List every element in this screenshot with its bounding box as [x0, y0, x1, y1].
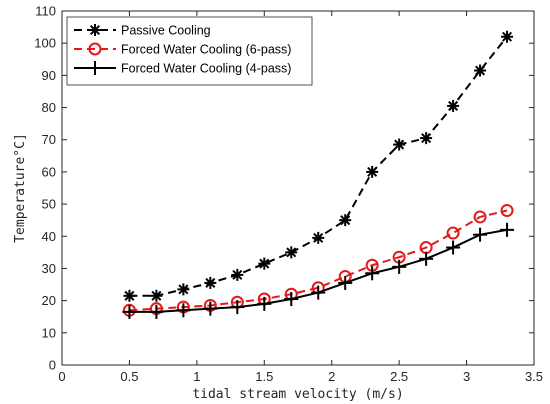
series-1-point	[204, 276, 217, 289]
series-3-point	[419, 251, 434, 266]
y-tick-label: 100	[34, 36, 56, 51]
y-tick-label: 20	[42, 293, 56, 308]
series-1-point	[177, 283, 190, 296]
series-3-point	[257, 296, 272, 311]
y-tick-label: 110	[35, 4, 56, 19]
series-1-point	[123, 289, 136, 302]
series-3-point	[311, 285, 326, 300]
x-tick-label: 0	[58, 369, 65, 384]
series-3-point	[149, 304, 164, 319]
series-1-point	[231, 268, 244, 281]
series-1-point	[339, 214, 352, 227]
y-tick-label: 40	[42, 229, 56, 244]
y-tick-label: 90	[42, 68, 56, 83]
tick-layer: 0 0.5 1 1.5 2 2.5 3 3.5 0 10 20 30 40 50 60 70 80 90 100 11…	[34, 4, 543, 385]
legend-marker-3	[88, 61, 102, 75]
y-tick-label: 30	[42, 261, 56, 276]
series-3-point	[338, 275, 353, 290]
series-3-point	[284, 292, 299, 307]
legend-marker-1	[89, 24, 101, 36]
y-axis-title: Temperature°C]	[13, 133, 28, 243]
series-3-point	[446, 240, 461, 255]
legend-label-1: Passive Cooling	[121, 24, 211, 38]
series-2-line	[129, 209, 508, 312]
y-tick-label: 0	[49, 358, 56, 373]
series-3-point	[500, 222, 515, 237]
series-1-point	[366, 165, 379, 178]
x-tick-label: 2.5	[390, 369, 408, 384]
series-1-point	[312, 231, 325, 244]
y-tick-label: 60	[42, 164, 56, 179]
x-tick-label: 3	[463, 369, 470, 384]
y-tick-label: 80	[42, 100, 56, 115]
x-axis-title: tidal stream velocity (m/s)	[192, 387, 403, 402]
series-1-point	[258, 257, 271, 270]
series-1-point	[447, 99, 460, 112]
series-2-point	[500, 204, 514, 218]
series-2-point	[446, 226, 460, 240]
series-2-point	[473, 210, 487, 224]
series-1-point	[393, 138, 406, 151]
axes-box	[61, 10, 535, 366]
y-tick-label: 70	[42, 132, 56, 147]
series-1	[123, 30, 514, 302]
x-tick-label: 1.5	[255, 369, 273, 384]
series-1-point	[501, 30, 514, 43]
series-layer	[122, 30, 515, 319]
series-1-point	[285, 246, 298, 259]
legend-box	[66, 16, 313, 86]
x-tick-label: 3.5	[525, 369, 543, 384]
series-3-point	[230, 300, 245, 315]
x-tick-label: 2	[328, 369, 335, 384]
x-tick-label: 1	[193, 369, 200, 384]
legend-marker-2	[88, 42, 102, 56]
legend-label-3: Forced Water Cooling (4-pass)	[121, 62, 291, 76]
y-tick-label: 50	[42, 197, 56, 212]
series-3-point	[203, 301, 218, 316]
y-tick-label: 10	[42, 325, 56, 340]
legend-label-2: Forced Water Cooling (6-pass)	[121, 43, 291, 57]
series-3-point	[176, 303, 191, 318]
series-3-point	[122, 304, 137, 319]
legend: Passive Cooling Forced Water Cooling (6-p…	[66, 16, 313, 86]
series-1-point	[420, 132, 433, 145]
series-3	[122, 222, 515, 319]
series-1-point	[474, 64, 487, 77]
series-3-point	[365, 266, 380, 281]
series-3-point	[392, 259, 407, 274]
series-3-point	[473, 227, 488, 242]
x-tick-label: 0.5	[120, 369, 138, 384]
series-1-point	[150, 289, 163, 302]
